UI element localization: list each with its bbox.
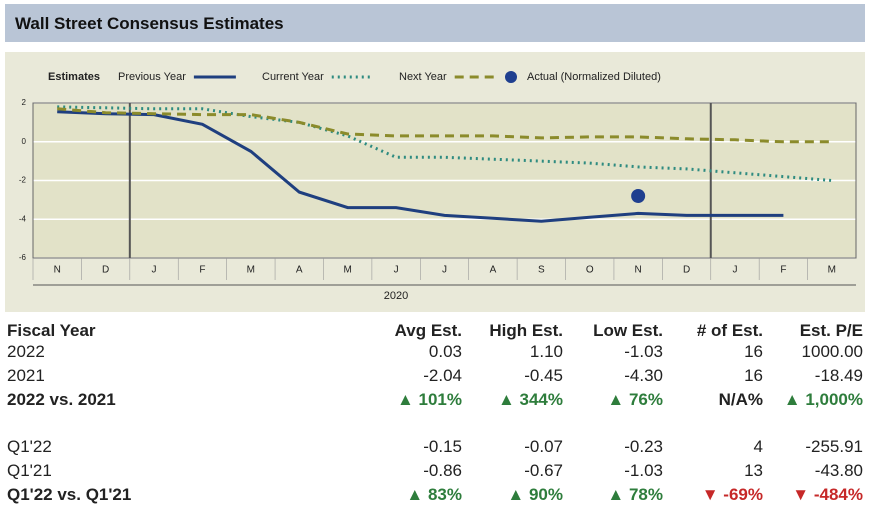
table-cell: ▼ -484%	[792, 485, 863, 504]
table-cell: ▲ 90%	[507, 485, 563, 504]
x-tick-label: J	[732, 265, 737, 276]
table-cell: Est. P/E	[799, 321, 863, 340]
plot-frame	[32, 102, 857, 259]
table-cell: ▲ 101%	[396, 390, 462, 409]
table-cell: 1000.00	[801, 342, 863, 361]
x-tick-label: F	[199, 265, 205, 276]
table-cell: -2.04	[423, 366, 462, 385]
x-tick-label: J	[394, 265, 399, 276]
table-cell: Q1'22	[7, 437, 52, 456]
table-cell: ▲ 78%	[607, 485, 663, 504]
header-title: Wall Street Consensus Estimates	[15, 14, 284, 33]
table-cell: Q1'21	[7, 461, 52, 480]
table-cell: ▲ 76%	[607, 390, 663, 409]
table-cell: # of Est.	[696, 321, 763, 340]
table-cell: -4.30	[624, 366, 663, 385]
x-tick-label: D	[102, 265, 109, 276]
y-tick-label: 0	[22, 137, 27, 146]
y-tick-label: 2	[22, 98, 27, 107]
x-tick-label: F	[780, 265, 786, 276]
table-cell: 16	[744, 366, 763, 385]
series-line	[57, 110, 784, 223]
series-line	[57, 107, 832, 144]
table-cell: -1.03	[624, 461, 663, 480]
table-cell: -1.03	[624, 342, 663, 361]
x-tick-label: N	[54, 265, 61, 276]
table-cell: -0.86	[423, 461, 462, 480]
y-tick-label: -4	[19, 214, 27, 223]
x-tick-label: M	[247, 265, 255, 276]
x-tick-label: N	[635, 265, 642, 276]
y-tick-label: -6	[19, 253, 27, 262]
table-cell: Avg Est.	[394, 321, 462, 340]
x-axis-label: 2020	[384, 290, 408, 302]
legend-label: Actual (Normalized Diluted)	[527, 71, 661, 83]
table-cell: 2021	[7, 366, 45, 385]
table-cell: ▲ 1,000%	[783, 390, 863, 409]
table-cell: -0.45	[524, 366, 563, 385]
table-cell: -0.15	[423, 437, 462, 456]
table-cell: 2022	[7, 342, 45, 361]
table-cell: 13	[744, 461, 763, 480]
table-cell: ▲ 344%	[497, 390, 563, 409]
table-cell: 0.03	[428, 342, 462, 361]
actual-marker	[631, 189, 646, 203]
x-tick-label: M	[344, 265, 352, 276]
table-cell: -0.67	[524, 461, 563, 480]
table-cell: ▲ 83%	[406, 485, 462, 504]
estimates-table: Fiscal Year Avg Est. High Est. Low Est. # of…	[0, 318, 880, 530]
table-cell: 16	[744, 342, 763, 361]
legend-label: Current Year	[262, 71, 324, 83]
x-tick-label: A	[296, 265, 303, 276]
table-cell: -0.07	[524, 437, 563, 456]
y-tick-label: -2	[19, 176, 27, 185]
x-tick-label: S	[538, 265, 545, 276]
chart: Estimates 2020 2 0 -2 -4 -6 N D J F M A M J J A S O N D J F M…	[5, 52, 865, 312]
x-tick-label: M	[828, 265, 836, 276]
legend-label: Next Year	[399, 71, 447, 83]
table-cell: Fiscal Year	[7, 321, 96, 340]
table-cell: 1.10	[529, 342, 563, 361]
table-cell: -18.49	[814, 366, 863, 385]
x-tick-label: A	[490, 265, 497, 276]
table-cell: -43.80	[814, 461, 863, 480]
table-cell: -0.23	[624, 437, 663, 456]
table-cell: High Est.	[489, 321, 563, 340]
legend-swatch	[505, 71, 517, 83]
legend-title: Estimates	[48, 71, 100, 83]
legend-label: Previous Year	[118, 71, 186, 83]
table-cell: Q1'22 vs. Q1'21	[7, 485, 132, 504]
table-cell: 4	[753, 437, 763, 456]
x-tick-label: O	[586, 265, 594, 276]
x-tick-label: D	[683, 265, 690, 276]
header-bar: Wall Street Consensus Estimates	[5, 4, 865, 42]
table-cell: N/A%	[718, 390, 763, 409]
x-tick-label: J	[152, 265, 157, 276]
table-cell: ▼ -69%	[701, 485, 763, 504]
x-tick-label: J	[442, 265, 447, 276]
table-cell: -255.91	[805, 437, 863, 456]
table-cell: 2022 vs. 2021	[7, 390, 116, 409]
table-cell: Low Est.	[593, 321, 663, 340]
